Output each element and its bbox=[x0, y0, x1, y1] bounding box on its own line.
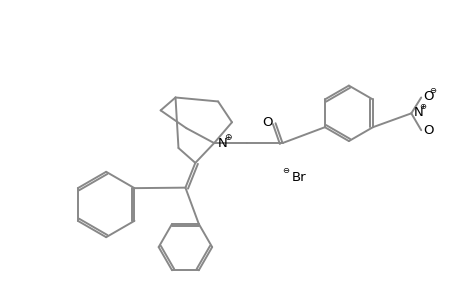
Text: O: O bbox=[262, 116, 272, 129]
Text: O: O bbox=[422, 124, 433, 137]
Text: N: N bbox=[218, 136, 227, 150]
Text: ⊖: ⊖ bbox=[281, 166, 288, 175]
Text: N: N bbox=[412, 106, 422, 119]
Text: ⊕: ⊕ bbox=[419, 102, 426, 111]
Text: ⊖: ⊖ bbox=[429, 86, 436, 95]
Text: O: O bbox=[422, 90, 433, 103]
Text: Br: Br bbox=[291, 171, 305, 184]
Text: ⊕: ⊕ bbox=[224, 133, 231, 142]
